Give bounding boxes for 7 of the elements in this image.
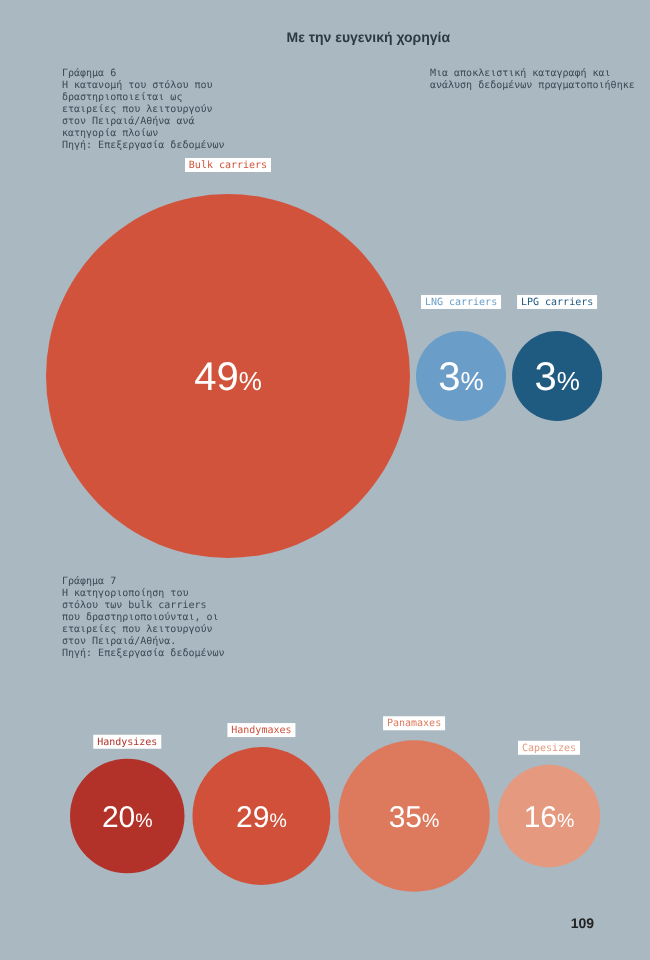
data-label: 20% — [101, 800, 154, 835]
data-label: 3% — [534, 356, 581, 401]
data-label: 35% — [388, 800, 441, 835]
data-label: 49% — [194, 356, 263, 401]
data-label: 29% — [236, 800, 288, 835]
data-label: 16% — [523, 800, 576, 835]
data-label: 3% — [438, 356, 485, 401]
